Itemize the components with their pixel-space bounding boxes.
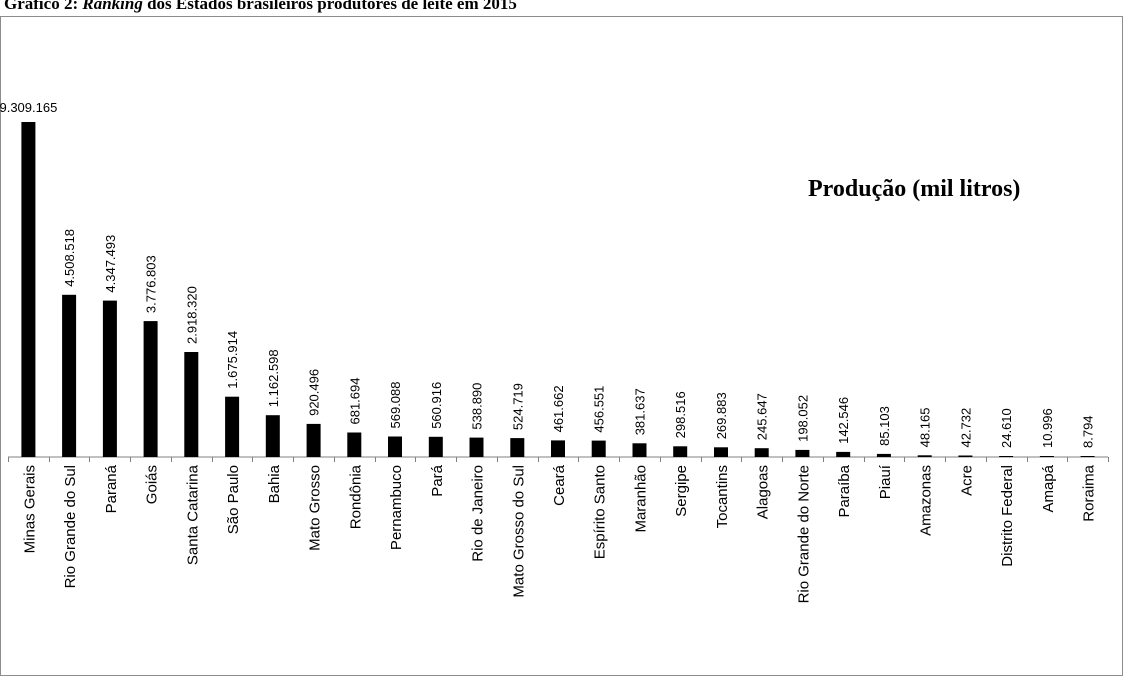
bar-1 <box>62 294 77 457</box>
bar-17 <box>714 447 728 457</box>
bar-11 <box>469 437 484 457</box>
category-label: Amazonas <box>918 465 935 536</box>
bar-13 <box>551 440 565 457</box>
bar-12 <box>510 438 525 457</box>
value-label: 524.719 <box>510 383 525 430</box>
category-label: Piauí <box>877 464 894 499</box>
value-label: 3.776.803 <box>144 255 159 313</box>
value-label: 681.694 <box>347 378 362 425</box>
bar-4 <box>184 352 199 457</box>
value-label: 4.508.518 <box>62 229 77 287</box>
category-label: Acre <box>958 465 975 496</box>
chart-title: Gráfico 2: Ranking dos Estados brasileir… <box>4 0 517 14</box>
value-label: 42.732 <box>958 408 973 448</box>
category-label: Maranhão <box>633 465 650 533</box>
title-rest: dos Estados brasileiros produtores de le… <box>142 0 517 13</box>
value-label: 381.637 <box>633 388 648 435</box>
category-label: Pernambuco <box>388 465 405 550</box>
bar-9 <box>388 436 402 457</box>
value-label: 461.662 <box>551 385 566 432</box>
category-label: Paraná <box>103 464 120 513</box>
category-label: Mato Grosso do Sul <box>510 465 527 598</box>
category-label: Roraima <box>1081 464 1098 521</box>
category-label: Pará <box>429 464 446 496</box>
value-label: 8.794 <box>1081 415 1096 448</box>
value-label: 10.996 <box>1040 408 1055 448</box>
value-label: 9.309.165 <box>0 100 57 115</box>
bar-18 <box>754 448 769 457</box>
value-label: 1.675.914 <box>225 331 240 389</box>
category-label: Paraíba <box>836 464 853 517</box>
value-label: 569.088 <box>388 382 403 429</box>
category-label: Espírito Santo <box>592 465 609 559</box>
category-label: Mato Grosso <box>307 465 324 551</box>
value-label: 24.610 <box>999 408 1014 448</box>
category-label: Santa Catarina <box>184 464 201 565</box>
category-label: Bahia <box>266 464 283 503</box>
value-label: 1.162.598 <box>266 349 281 407</box>
bar-19 <box>795 449 810 457</box>
category-label: Alagoas <box>755 465 772 519</box>
bar-15 <box>632 443 647 457</box>
bar-10 <box>428 436 443 457</box>
bar-21 <box>876 453 891 457</box>
legend-label: Produção (mil litros) <box>808 176 1021 202</box>
category-label: Distrito Federal <box>999 465 1016 567</box>
bar-26 <box>1080 456 1095 457</box>
category-label: Ceará <box>551 464 568 506</box>
category-label: Amapá <box>1040 464 1057 512</box>
bar-23 <box>958 455 973 457</box>
category-label: São Paulo <box>225 465 242 534</box>
value-label: 2.918.320 <box>184 286 199 344</box>
bar-2 <box>102 300 117 457</box>
bar-24 <box>999 456 1014 457</box>
value-label: 4.347.493 <box>103 235 118 293</box>
category-label: Rondônia <box>347 464 364 529</box>
category-label: Tocantins <box>714 465 731 528</box>
title-emphasis: Ranking <box>82 0 143 13</box>
category-label: Rio Grande do Norte <box>795 465 812 603</box>
value-label: 920.496 <box>307 369 322 416</box>
value-label: 538.890 <box>470 383 485 430</box>
bar-16 <box>673 446 688 457</box>
bar-7 <box>306 423 321 457</box>
category-label: Minas Gerais <box>21 465 38 553</box>
title-prefix: Gráfico 2: <box>4 0 83 13</box>
value-label: 456.551 <box>592 386 607 433</box>
bar-3 <box>143 321 158 457</box>
bar-22 <box>917 455 932 457</box>
value-label: 85.103 <box>877 406 892 446</box>
bar-5 <box>225 396 240 457</box>
bar-0 <box>21 122 36 457</box>
category-label: Sergipe <box>673 465 690 517</box>
value-label: 142.546 <box>836 397 851 444</box>
category-label: Rio Grande do Sul <box>62 465 79 588</box>
bar-6 <box>265 415 280 457</box>
bar-8 <box>347 432 362 457</box>
value-label: 298.516 <box>673 391 688 438</box>
chart-frame <box>0 16 1123 676</box>
category-label: Rio de Janeiro <box>470 465 487 562</box>
bar-20 <box>836 451 851 457</box>
value-label: 48.165 <box>918 408 933 448</box>
value-label: 269.883 <box>714 392 729 439</box>
value-label: 560.916 <box>429 382 444 429</box>
category-label: Goiás <box>144 465 161 504</box>
value-label: 198.052 <box>795 395 810 442</box>
bar-14 <box>591 440 606 457</box>
bar-25 <box>1039 456 1054 457</box>
value-label: 245.647 <box>755 393 770 440</box>
